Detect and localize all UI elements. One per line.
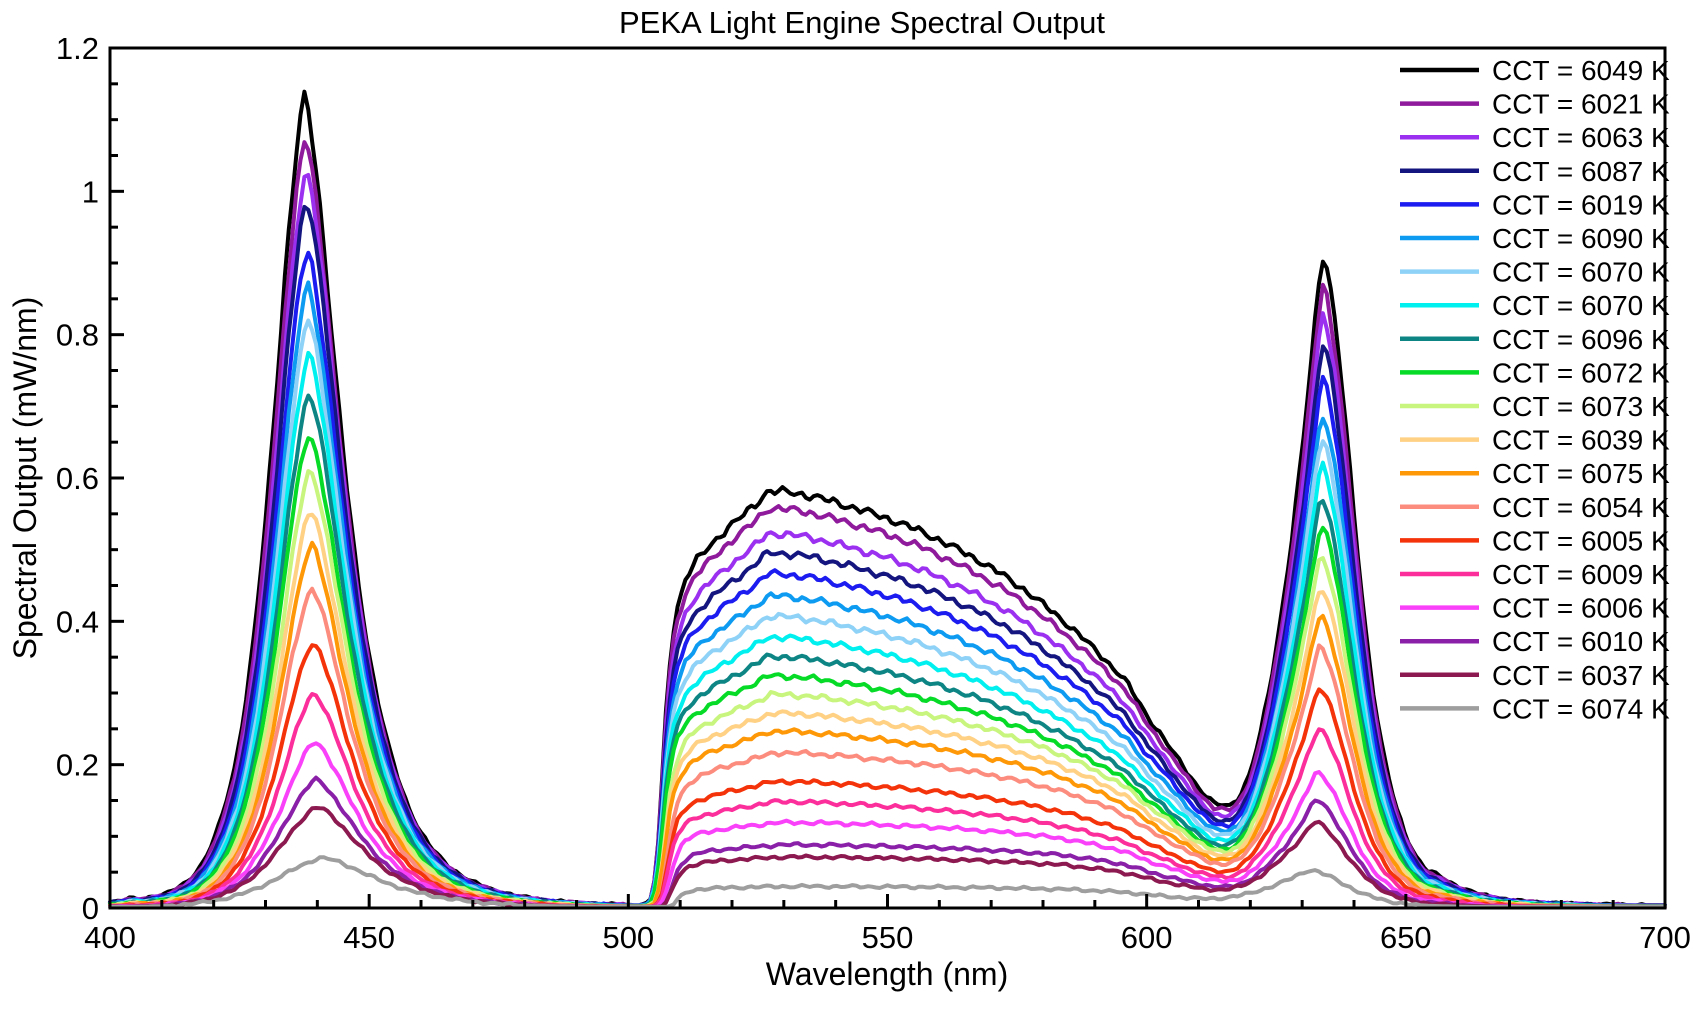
- y-tick-label: 1.2: [56, 31, 99, 66]
- x-tick-label: 450: [343, 920, 395, 955]
- legend-item: CCT = 6074 K: [1400, 693, 1670, 724]
- spectrum-curve-11: [108, 469, 1667, 909]
- legend-label: CCT = 6005 K: [1492, 525, 1670, 556]
- legend-item: CCT = 6049 K: [1400, 55, 1670, 86]
- x-tick-label: 700: [1639, 920, 1691, 955]
- legend-item: CCT = 6070 K: [1400, 290, 1670, 321]
- spectrum-curve-16: [108, 692, 1667, 909]
- y-tick-label: 0.4: [56, 604, 99, 639]
- legend-item: CCT = 6037 K: [1400, 660, 1670, 691]
- legend-label: CCT = 6039 K: [1492, 425, 1670, 456]
- legend-label: CCT = 6087 K: [1492, 156, 1670, 187]
- legend-label: CCT = 6073 K: [1492, 391, 1670, 422]
- spectrum-curve-14: [108, 586, 1667, 909]
- x-axis-label: Wavelength (nm): [766, 956, 1008, 992]
- legend-item: CCT = 6005 K: [1400, 525, 1670, 556]
- legend-item: CCT = 6010 K: [1400, 626, 1670, 657]
- legend-label: CCT = 6054 K: [1492, 492, 1670, 523]
- legend-item: CCT = 6009 K: [1400, 559, 1670, 590]
- legend-label: CCT = 6072 K: [1492, 357, 1670, 388]
- y-tick-label: 0.2: [56, 748, 99, 783]
- axes-layer: 400 450 500 550 600 650 700 0 0.2 0.4 0.6 0.8 1 1.2: [56, 31, 1691, 955]
- legend-item: CCT = 6070 K: [1400, 257, 1670, 288]
- x-tick-label: 400: [84, 920, 136, 955]
- spectrum-curve-4: [108, 204, 1667, 909]
- legend-label: CCT = 6090 K: [1492, 223, 1670, 254]
- legend-label: CCT = 6009 K: [1492, 559, 1670, 590]
- legend-item: CCT = 6039 K: [1400, 425, 1670, 456]
- legend-item: CCT = 6096 K: [1400, 324, 1670, 355]
- chart-title: PEKA Light Engine Spectral Output: [619, 5, 1105, 40]
- legend-item: CCT = 6019 K: [1400, 189, 1670, 220]
- y-tick-label: 0.8: [56, 318, 99, 353]
- legend-item: CCT = 6090 K: [1400, 223, 1670, 254]
- legend-item: CCT = 6063 K: [1400, 122, 1670, 153]
- legend-label: CCT = 6070 K: [1492, 257, 1670, 288]
- legend-item: CCT = 6087 K: [1400, 156, 1670, 187]
- spectrum-curve-15: [108, 643, 1667, 909]
- legend-item: CCT = 6021 K: [1400, 89, 1670, 120]
- x-tick-label: 650: [1380, 920, 1432, 955]
- legend-item: CCT = 6073 K: [1400, 391, 1670, 422]
- legend-item: CCT = 6075 K: [1400, 458, 1670, 489]
- legend-label: CCT = 6037 K: [1492, 660, 1670, 691]
- y-tick-label: 0.6: [56, 461, 99, 496]
- legend-label: CCT = 6021 K: [1492, 89, 1670, 120]
- x-tick-label: 550: [862, 920, 914, 955]
- x-tick-label: 600: [1121, 920, 1173, 955]
- legend-label: CCT = 6010 K: [1492, 626, 1670, 657]
- spectrum-curve-8: [108, 350, 1667, 909]
- legend-label: CCT = 6049 K: [1492, 55, 1670, 86]
- curves-layer: [108, 89, 1667, 909]
- y-tick-label: 0: [82, 891, 99, 926]
- x-tick-label: 500: [602, 920, 654, 955]
- y-axis-label: Spectral Output (mW/nm): [7, 297, 43, 660]
- legend-label: CCT = 6074 K: [1492, 693, 1670, 724]
- legend-label: CCT = 6063 K: [1492, 122, 1670, 153]
- legend-label: CCT = 6019 K: [1492, 189, 1670, 220]
- legend-label: CCT = 6006 K: [1492, 593, 1670, 624]
- spectrum-curve-9: [108, 393, 1667, 909]
- legend-label: CCT = 6075 K: [1492, 458, 1670, 489]
- legend-item: CCT = 6006 K: [1400, 593, 1670, 624]
- legend-item: CCT = 6072 K: [1400, 357, 1670, 388]
- legend-item: CCT = 6054 K: [1400, 492, 1670, 523]
- spectrum-curve-12: [108, 512, 1667, 909]
- legend-label: CCT = 6070 K: [1492, 290, 1670, 321]
- legend-label: CCT = 6096 K: [1492, 324, 1670, 355]
- y-tick-label: 1: [82, 174, 99, 209]
